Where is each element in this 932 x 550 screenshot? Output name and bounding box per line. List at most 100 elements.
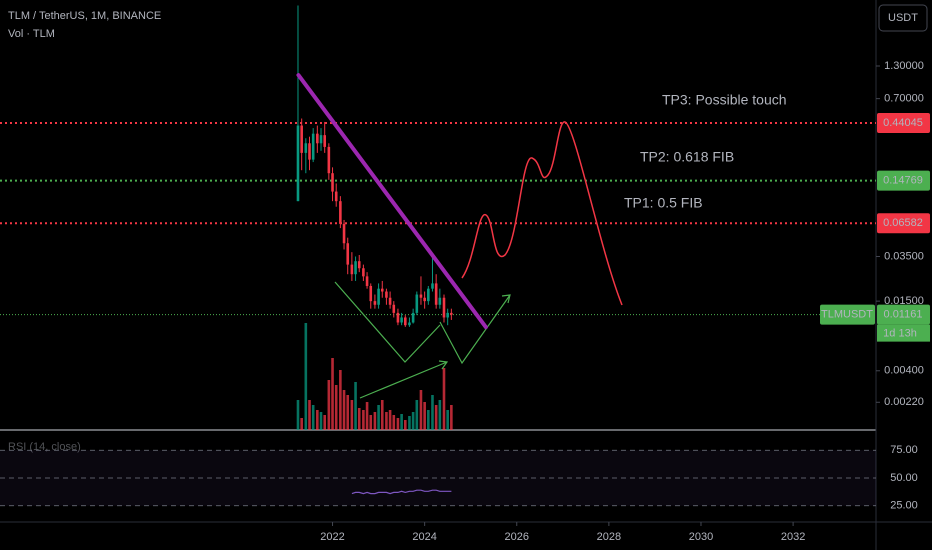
candle-body [380, 288, 384, 292]
volume-bar [408, 416, 411, 430]
candle-body [446, 312, 449, 318]
annotation: TP3: Possible touch [662, 92, 787, 108]
candle-body [334, 191, 338, 202]
price-level-label: 0.44045 [883, 117, 923, 129]
x-tick-label: 2022 [320, 531, 344, 543]
symbol-label: TLMUSDT [821, 309, 873, 321]
rsi-label: RSI (14, close) [8, 441, 81, 453]
countdown-label: 1d 13h [883, 328, 917, 340]
volume-arrow [359, 360, 449, 399]
price-level-box [877, 304, 930, 325]
candle-body [442, 297, 446, 318]
annotation: TP2: 0.618 FIB [640, 149, 734, 165]
volume-bar [331, 358, 334, 430]
rsi-tick-label: 25.00 [890, 500, 918, 512]
currency-button[interactable] [878, 4, 928, 32]
volume-bar [365, 402, 369, 430]
volume-bar [346, 395, 350, 430]
candle-body [311, 133, 315, 160]
candle-body [377, 288, 380, 305]
x-tick-label: 2030 [689, 531, 713, 543]
volume-bar [392, 415, 396, 430]
volume-bar [334, 385, 338, 430]
y-tick-label: 0.70000 [884, 93, 924, 105]
volume-bar [385, 412, 388, 430]
volume-bar [380, 400, 384, 430]
chart-title: TLM / TetherUS, 1M, BINANCE [8, 10, 161, 22]
candle-body [450, 312, 453, 315]
candle-body [308, 143, 311, 160]
volume-bar [388, 410, 392, 430]
y-tick-label: 0.03500 [884, 250, 924, 262]
volume-bar [377, 405, 380, 430]
currency-button-label[interactable]: USDT [888, 12, 918, 24]
candle-body [388, 297, 392, 305]
price-level-box [877, 213, 930, 234]
x-tick-label: 2024 [412, 531, 436, 543]
volume-bar [323, 415, 327, 430]
candle-body [323, 135, 327, 147]
rsi-tick-label: 75.00 [890, 444, 918, 456]
volume-bar [362, 410, 365, 430]
candle-body [316, 133, 319, 144]
volume-bar [311, 405, 315, 430]
candle-body [427, 288, 430, 302]
volume-bar [304, 323, 308, 430]
price-level-box [877, 170, 930, 191]
candle-body [431, 283, 434, 289]
volume-bar [427, 410, 430, 430]
trendline [296, 73, 488, 330]
volume-bar [450, 405, 453, 430]
candle-body [304, 143, 308, 153]
volume-bar [308, 400, 311, 430]
volume-bar [396, 418, 400, 430]
volume-bar [369, 415, 373, 430]
rsi-line [351, 489, 452, 495]
volume-bar [300, 418, 303, 430]
projection-curve [461, 121, 623, 306]
price-level-label: 0.06582 [883, 217, 923, 229]
price-level-label: 0.14769 [883, 175, 923, 187]
volume-bar [403, 420, 407, 430]
volume-bar [316, 410, 319, 430]
pattern-arrow [439, 294, 511, 365]
candle-body [296, 125, 300, 202]
volume-bar [354, 382, 357, 430]
candle-body [392, 304, 396, 313]
x-tick-label: 2028 [597, 531, 621, 543]
candle-body [342, 223, 346, 244]
candle-body [369, 285, 373, 302]
volume-bar [411, 412, 415, 430]
candle-body [354, 261, 357, 275]
x-tick-label: 2032 [781, 531, 805, 543]
symbol-box [820, 304, 875, 325]
candle-body [319, 135, 323, 144]
volume-bar [373, 412, 377, 430]
volume-bar [419, 390, 423, 430]
candle-body [331, 173, 334, 192]
candle-body [357, 261, 361, 269]
rsi-band [0, 450, 876, 506]
candle-body [419, 294, 423, 298]
annotation: TP1: 0.5 FIB [624, 195, 703, 211]
candle-body [403, 317, 407, 326]
volume-bar [442, 368, 446, 430]
volume-bar [296, 400, 300, 430]
candle-body [423, 297, 426, 302]
y-tick-label: 0.00400 [884, 365, 924, 377]
rsi-tick-label: 50.00 [890, 472, 918, 484]
volume-bar [400, 414, 403, 430]
candle-body [339, 201, 342, 224]
volume-bar [415, 400, 419, 430]
countdown-box [877, 324, 930, 342]
candle-body [385, 291, 388, 298]
volume-bar [434, 405, 438, 430]
candle-body [411, 312, 415, 323]
candle-body [415, 294, 419, 313]
candle-body [350, 264, 354, 275]
volume-bar [319, 412, 323, 430]
volume-bar [446, 410, 449, 430]
